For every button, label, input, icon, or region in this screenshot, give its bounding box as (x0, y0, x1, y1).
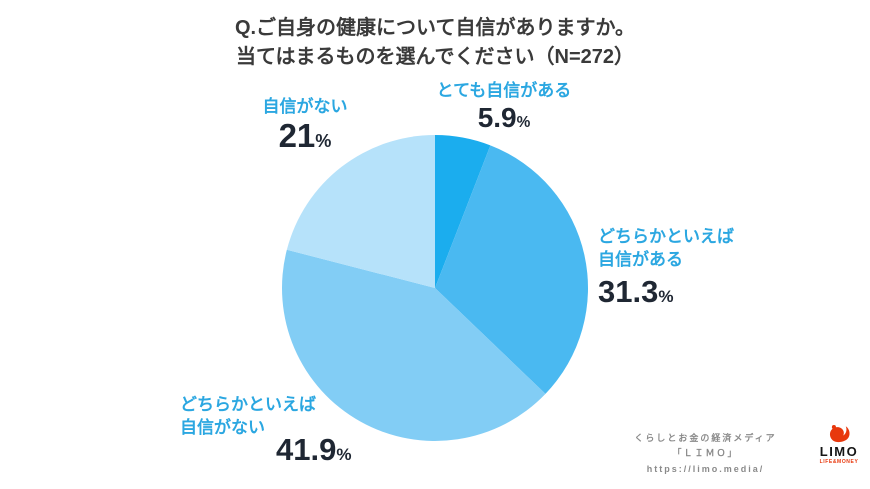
pie-chart-svg (282, 135, 588, 442)
value-number: 21 (278, 116, 316, 154)
callout-not-confident: 自信がない 21% (240, 96, 370, 154)
limo-logo: LIMO LIFE&MONEY (816, 422, 862, 465)
callout-somewhat-confident: どちらかといえば 自信がある 31.3% (598, 226, 734, 308)
pie-slice-2 (282, 249, 546, 442)
credit-url: https://limo.media/ (646, 463, 765, 474)
value-number: 5.9 (477, 101, 517, 133)
value-number: 31.3 (598, 273, 659, 309)
limo-logo-squirrel-icon (830, 425, 850, 443)
callout-very-confident: とても自信がある 5.9% (414, 80, 594, 132)
callout-somewhat-not-confident-value: 41.9% (276, 431, 352, 467)
percent-sign: % (516, 113, 531, 131)
callout-somewhat-confident-value: 31.3% (598, 273, 734, 309)
pie-slice-3 (286, 135, 435, 288)
chart-title-line1: Q.ご自身の健康について自信がありますか。 (234, 17, 636, 39)
source-credit: くらしとお金の経済メディア 「ＬＩＭＯ」 https://limo.media/ (598, 431, 813, 477)
label-line1: どちらかといえば (598, 227, 734, 246)
callout-not-confident-label: 自信がない (262, 97, 348, 116)
chart-title: Q.ご自身の健康について自信がありますか。 当てはまるものを選んでください（N=… (0, 14, 870, 72)
limo-logo-wordmark: LIMO (819, 444, 859, 459)
value-number: 41.9 (276, 431, 337, 467)
percent-sign: % (336, 444, 352, 464)
label-line1: どちらかといえば (180, 395, 316, 414)
pie-chart (279, 132, 591, 444)
credit-line1: くらしとお金の経済メディア (634, 433, 777, 443)
limo-logo-tagline: LIFE&MONEY (819, 459, 859, 466)
label-line2: 自信がない (180, 417, 265, 437)
callout-somewhat-not-confident-label: どちらかといえば 自信がない (180, 394, 352, 440)
percent-sign: % (658, 286, 674, 306)
pie-slice-0 (435, 135, 491, 288)
chart-title-line2: 当てはまるものを選んでください（N=272） (235, 46, 635, 68)
credit-line2: 「ＬＩＭＯ」 (672, 448, 739, 459)
pie-slice-1 (435, 145, 588, 394)
callout-somewhat-confident-label: どちらかといえば 自信がある (598, 226, 734, 272)
percent-sign: % (315, 130, 332, 151)
callout-very-confident-value: 5.9% (414, 103, 594, 132)
callout-somewhat-not-confident: どちらかといえば 自信がない 41.9% (180, 394, 352, 466)
label-line2: 自信がある (598, 249, 683, 269)
callout-very-confident-label: とても自信がある (436, 81, 572, 100)
callout-not-confident-value: 21% (240, 116, 370, 154)
